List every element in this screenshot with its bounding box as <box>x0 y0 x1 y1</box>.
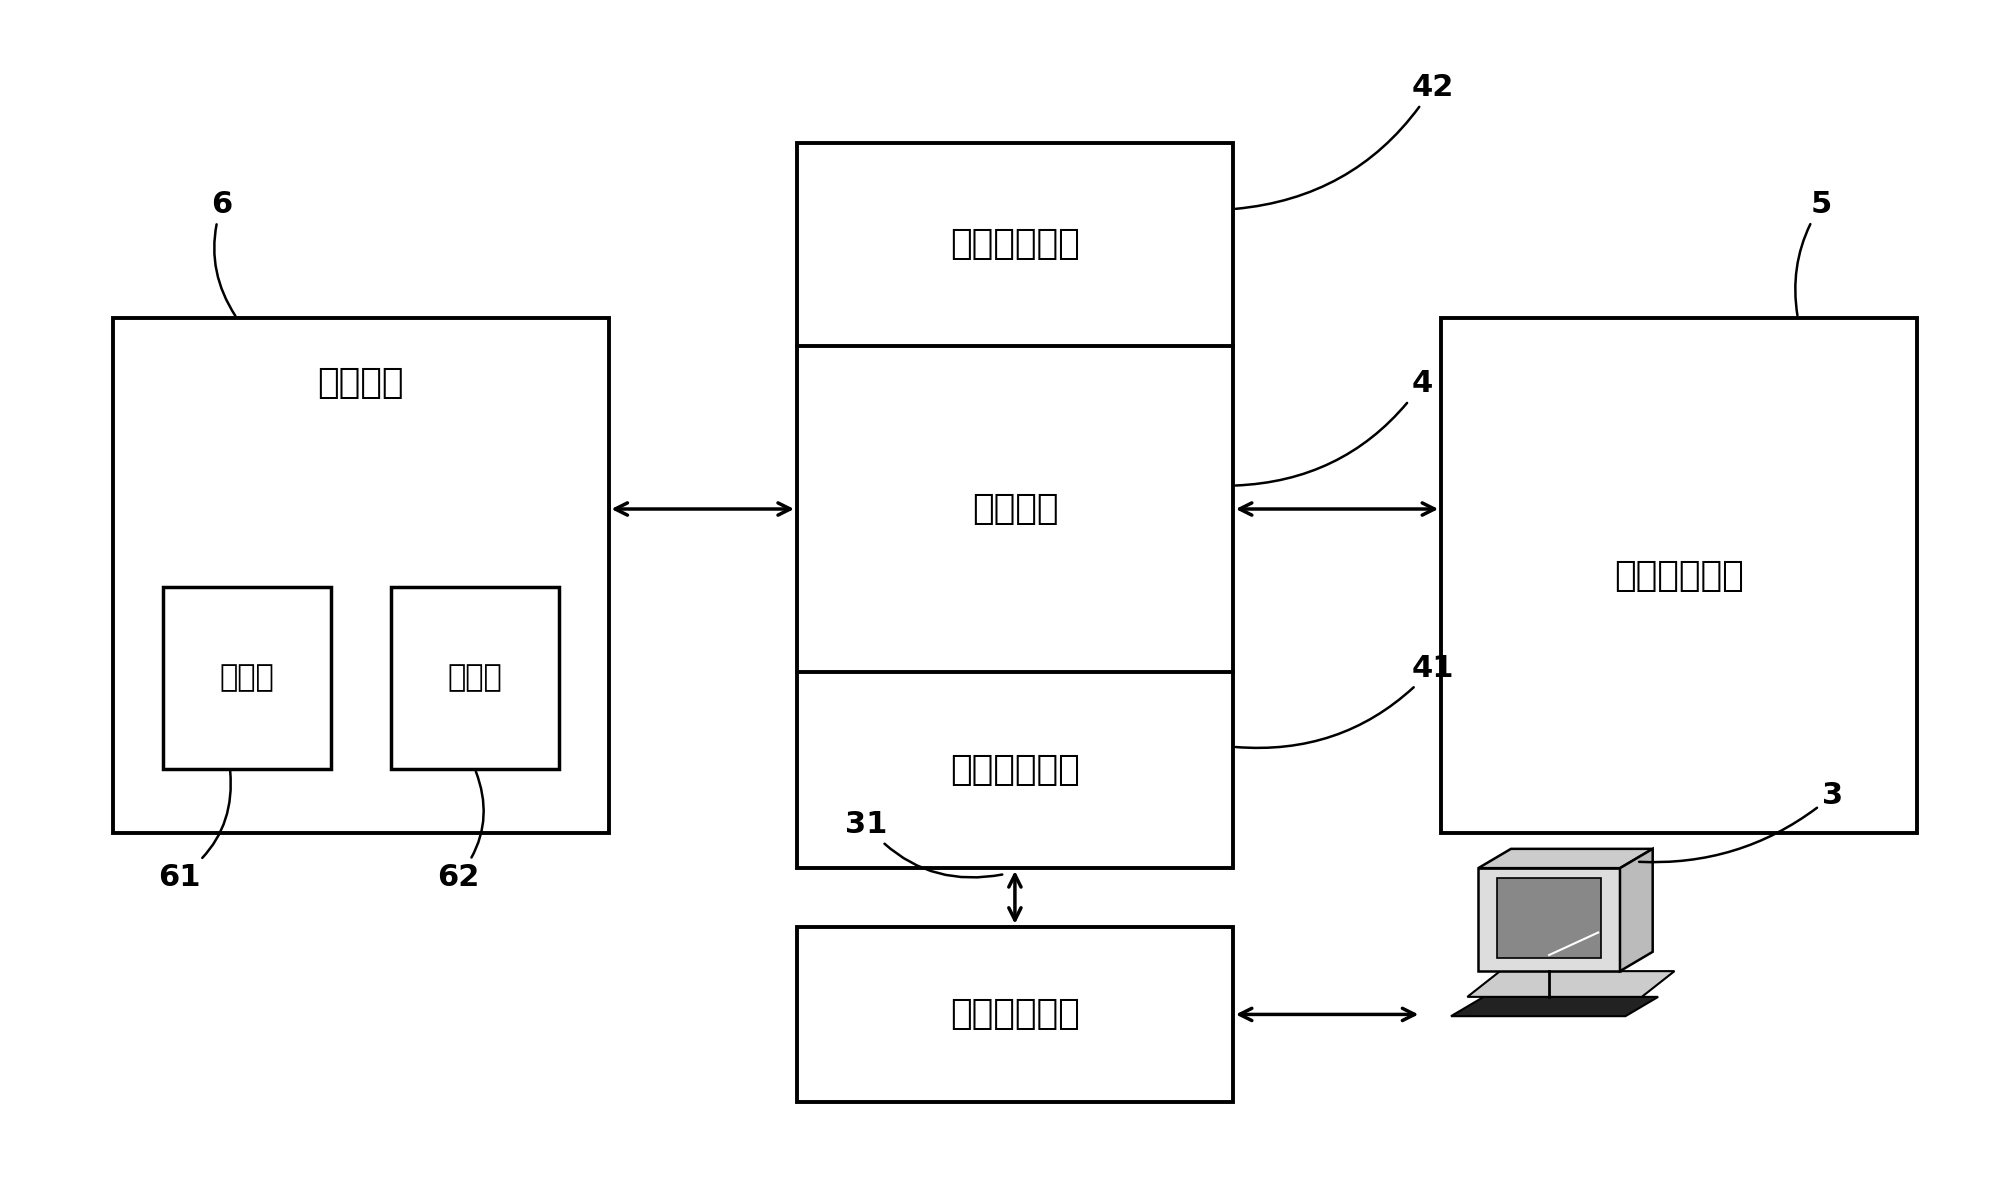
Bar <box>796 927 1232 1102</box>
Bar <box>796 143 1232 869</box>
Text: 41: 41 <box>1236 654 1453 748</box>
Text: 62: 62 <box>436 772 484 891</box>
Text: 转速测量装置: 转速测量装置 <box>1614 558 1745 593</box>
Polygon shape <box>1467 972 1674 997</box>
Text: 42: 42 <box>1236 73 1453 208</box>
Text: 4: 4 <box>1236 369 1433 485</box>
Text: 电脑连接端口: 电脑连接端口 <box>951 998 1079 1031</box>
Text: 61: 61 <box>159 772 231 891</box>
Bar <box>113 319 609 833</box>
Text: 3: 3 <box>1638 781 1843 863</box>
Polygon shape <box>1477 869 1620 972</box>
Text: 风洞装置: 风洞装置 <box>971 492 1057 526</box>
Text: 蜂鸣器: 蜂鸣器 <box>448 664 502 692</box>
Text: 待测风扇马达: 待测风扇马达 <box>951 228 1079 261</box>
Polygon shape <box>1477 849 1652 869</box>
Bar <box>1441 319 1918 833</box>
Polygon shape <box>1497 878 1602 958</box>
Text: 5: 5 <box>1795 189 1833 315</box>
Polygon shape <box>1620 849 1652 972</box>
Text: 警示装置: 警示装置 <box>318 365 404 399</box>
Polygon shape <box>1451 997 1658 1016</box>
Text: 31: 31 <box>844 810 1003 877</box>
Text: 蜂鸣器: 蜂鸣器 <box>219 664 273 692</box>
Bar <box>390 587 559 769</box>
Text: 6: 6 <box>211 189 235 316</box>
Bar <box>163 587 332 769</box>
Text: 辅助风扇马达: 辅助风扇马达 <box>951 754 1079 787</box>
